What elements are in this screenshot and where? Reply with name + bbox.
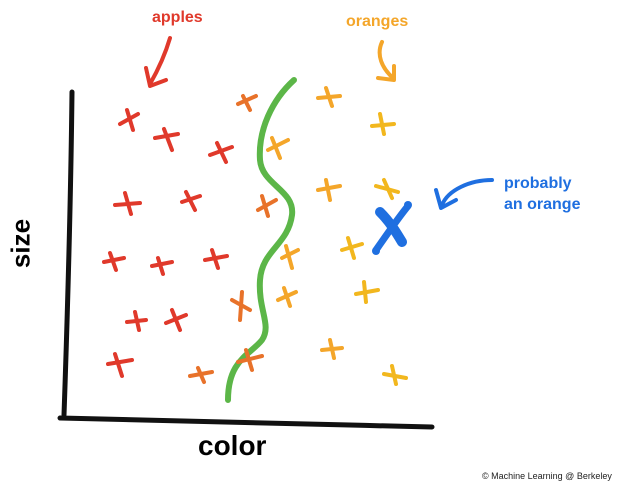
yellow-marker: [354, 280, 380, 304]
apples-arrow: [144, 36, 172, 88]
x-axis: [57, 415, 435, 430]
apple-marker: [125, 310, 148, 332]
mixed-marker: [230, 290, 252, 322]
yellow-marker: [370, 112, 396, 136]
apple-marker: [106, 352, 134, 378]
probably-an-orange-label: probably an orange: [504, 173, 580, 215]
y-axis: [61, 89, 75, 418]
yellow-marker: [374, 178, 400, 200]
mixed-marker: [188, 366, 214, 384]
mixed-marker: [256, 194, 278, 218]
credit-text: © Machine Learning @ Berkeley: [482, 471, 612, 481]
orange-marker: [316, 86, 342, 108]
apple-marker: [180, 190, 202, 212]
orange-marker: [276, 286, 298, 308]
yellow-markers: [340, 112, 408, 386]
apples-label: apples: [152, 9, 203, 26]
x-axis-label: color: [198, 430, 267, 461]
mixed-marker: [236, 348, 264, 372]
oranges-arrow: [376, 40, 396, 82]
decision-boundary: [225, 77, 297, 403]
probably-arrow: [434, 178, 494, 210]
yellow-marker: [340, 236, 364, 260]
orange-marker: [280, 244, 300, 270]
apple-marker: [208, 141, 234, 164]
apple-marker: [203, 248, 229, 270]
apple-marker: [118, 108, 140, 132]
new-point-marker: [372, 201, 412, 255]
probably-line-1: probably: [504, 175, 572, 192]
apple-markers: [102, 108, 234, 378]
apple-marker: [102, 251, 126, 272]
orange-marker: [320, 338, 344, 360]
apple-marker: [153, 127, 180, 152]
mixed-markers: [188, 94, 278, 384]
yellow-marker: [382, 364, 408, 386]
apple-marker: [113, 191, 142, 216]
oranges-label: oranges: [346, 13, 409, 30]
y-axis-label: size: [5, 218, 36, 269]
probably-line-2: an orange: [504, 196, 581, 213]
mixed-marker: [236, 94, 258, 112]
orange-marker: [266, 136, 290, 160]
orange-marker: [316, 178, 342, 202]
orange-markers: [266, 86, 344, 360]
apple-marker: [164, 308, 188, 332]
apple-marker: [150, 256, 174, 276]
